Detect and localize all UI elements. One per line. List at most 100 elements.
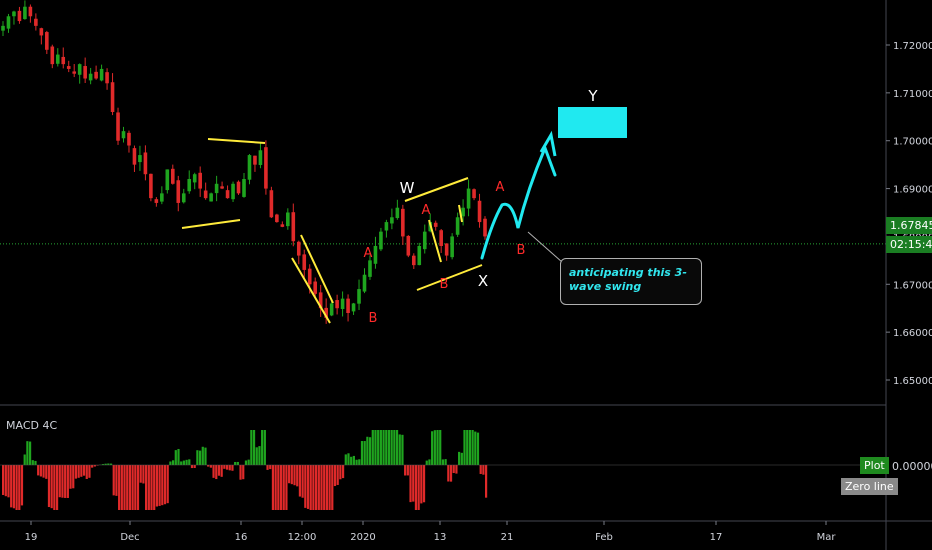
- macd-bar: [150, 465, 153, 510]
- macd-bar: [360, 441, 364, 465]
- sub-wave-label: B: [369, 311, 378, 326]
- candle-body: [384, 222, 389, 231]
- y-tick-label: 1.72000: [893, 41, 932, 52]
- candle-body: [269, 190, 274, 218]
- macd-bar: [347, 453, 350, 465]
- channel-line: [291, 257, 331, 324]
- candle-body: [116, 112, 120, 141]
- macd-bar: [414, 465, 418, 510]
- candle-body: [198, 172, 202, 189]
- x-tick-label: 21: [501, 532, 514, 543]
- macd-bar: [433, 430, 436, 465]
- macd-bar: [417, 465, 420, 510]
- macd-bar: [4, 465, 7, 497]
- candle-body: [61, 56, 66, 65]
- candle-body: [138, 155, 142, 163]
- macd-histogram: [0, 430, 886, 510]
- candle-body: [181, 193, 186, 203]
- sub-wave-label: A: [364, 246, 373, 261]
- macd-bar: [247, 459, 250, 465]
- projected-arrow-head: [539, 130, 557, 157]
- macd-bar: [204, 447, 207, 465]
- macd-bar: [269, 465, 272, 470]
- candle-body: [433, 222, 438, 227]
- candle-body: [203, 190, 208, 199]
- macd-bar: [10, 465, 13, 508]
- macd-bar: [123, 465, 126, 510]
- macd-bar: [239, 465, 242, 480]
- macd-bar: [463, 430, 466, 465]
- macd-bar: [285, 465, 288, 510]
- macd-bar: [476, 432, 480, 465]
- candle-body: [72, 71, 77, 74]
- macd-bar: [315, 465, 318, 510]
- y-tick-label: 1.66000: [893, 328, 932, 339]
- candle-body: [1, 25, 5, 31]
- macd-bar: [304, 465, 307, 508]
- candle-body: [390, 217, 394, 224]
- macd-bar: [64, 465, 67, 498]
- sub-wave-label: B: [517, 243, 526, 258]
- macd-bar: [163, 465, 167, 505]
- macd-bar: [55, 465, 59, 510]
- macd-bar: [339, 465, 342, 480]
- macd-bar: [23, 454, 26, 465]
- macd-bar: [15, 465, 18, 510]
- macd-bar: [306, 465, 310, 509]
- macd-bar: [325, 465, 328, 510]
- macd-bar: [53, 465, 56, 510]
- macd-bar: [107, 463, 110, 465]
- candle-body: [209, 193, 213, 202]
- macd-bar: [45, 465, 48, 479]
- macd-bar: [134, 465, 137, 510]
- candle-body: [444, 243, 449, 256]
- candle-body: [170, 168, 175, 184]
- candle-body: [225, 190, 230, 199]
- macd-bar: [69, 465, 72, 489]
- macd-bar: [82, 465, 86, 476]
- macd-bar: [169, 461, 172, 465]
- macd-bar: [293, 465, 296, 486]
- macd-bar: [395, 430, 399, 465]
- macd-bar: [193, 465, 196, 469]
- macd-bar: [171, 460, 175, 465]
- macd-bar: [109, 463, 113, 465]
- macd-bar: [431, 431, 434, 465]
- macd-bar: [406, 465, 409, 476]
- macd-bar: [404, 465, 407, 476]
- macd-bar: [198, 450, 202, 465]
- macd-bar: [479, 465, 482, 474]
- macd-bar: [309, 465, 312, 510]
- macd-bar: [225, 465, 229, 470]
- macd-bar: [277, 465, 280, 510]
- macd-bar: [174, 450, 177, 465]
- macd-bar: [234, 461, 237, 465]
- candle-body: [17, 10, 22, 22]
- sub-wave-label: A: [422, 203, 431, 218]
- plot-label: Plot: [860, 457, 889, 474]
- macd-bar: [368, 437, 372, 465]
- candle-body: [127, 132, 131, 146]
- macd-bar: [88, 465, 91, 478]
- macd-bar: [136, 465, 140, 510]
- macd-bar: [161, 465, 164, 506]
- y-tick-label: 1.70000: [893, 137, 932, 148]
- candle-body: [50, 46, 55, 65]
- callout-pointer: [527, 231, 563, 263]
- macd-bar: [420, 465, 423, 504]
- candle-body: [242, 179, 246, 197]
- macd-bar: [425, 460, 428, 465]
- candle-body: [439, 230, 443, 246]
- candle-body: [351, 303, 356, 312]
- projected-path: [480, 143, 557, 260]
- macd-bar: [207, 465, 210, 467]
- x-tick-label: Dec: [120, 532, 139, 543]
- macd-bar: [91, 465, 94, 468]
- macd-bar: [215, 465, 218, 480]
- x-tick-label: 17: [710, 532, 723, 543]
- candle-body: [149, 173, 153, 199]
- target-box: [558, 107, 627, 138]
- macd-bar: [323, 465, 326, 510]
